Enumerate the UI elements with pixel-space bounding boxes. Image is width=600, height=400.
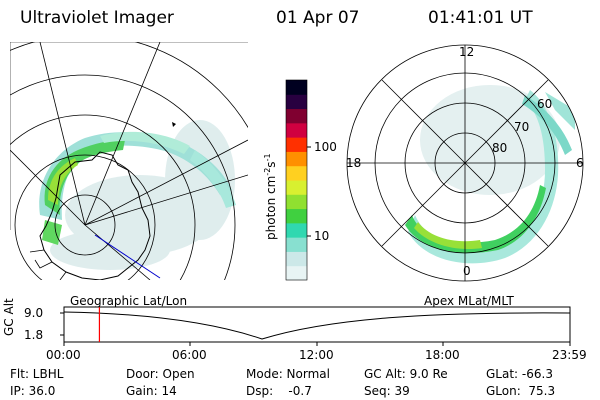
latitude-grid <box>10 42 248 280</box>
timeline-ticks <box>60 312 571 346</box>
mode-value: Mode: Normal <box>246 367 330 381</box>
colorbar-tick-100: 100 <box>314 140 337 154</box>
timeline-tick-2: 12:00 <box>299 348 334 362</box>
glat-value: GLat: -66.3 <box>486 367 553 381</box>
colorbar-band <box>286 151 307 167</box>
colorbar-band <box>286 194 307 210</box>
timeline-y-max: 9.0 <box>24 306 44 320</box>
geographic-image <box>10 42 248 280</box>
timeline-left-label: Geographic Lat/Lon <box>70 294 188 308</box>
gc-alt-value: GC Alt: 9.0 Re <box>364 367 448 381</box>
timeline-tick-0: 00:00 <box>46 348 81 362</box>
auroral-oval-geographic <box>39 131 236 245</box>
polar-label-18: 18 <box>346 156 362 170</box>
timeline-axis-title: GC Alt <box>2 298 16 336</box>
polar-label-12: 12 <box>459 45 475 59</box>
colorbar-band <box>286 165 307 181</box>
colorbar-tick-10: 10 <box>314 229 330 243</box>
coastline <box>39 151 151 280</box>
longitude-grid <box>10 42 248 280</box>
timeline-y-min: 1.8 <box>24 328 44 342</box>
polar-lat-80: 80 <box>492 141 508 155</box>
polar-lat-60: 60 <box>537 97 553 111</box>
colorbar-band <box>286 265 307 281</box>
colorbar-band <box>286 237 307 252</box>
sun-marker <box>172 122 176 127</box>
altitude-curve <box>63 311 571 340</box>
colorbar-band <box>286 108 307 124</box>
glon-value: GLon: 75.3 <box>486 384 556 398</box>
colorbar-band <box>286 80 307 95</box>
colorbar-band <box>286 180 307 195</box>
colorbar-band <box>286 251 307 267</box>
colorbar-band <box>286 122 307 138</box>
timeline-panel <box>60 306 571 346</box>
timeline-tick-1: 06:00 <box>172 348 207 362</box>
polar-label-6: 6 <box>576 156 584 170</box>
colorbar-band <box>286 137 307 152</box>
ip-value: IP: 36.0 <box>10 384 56 398</box>
colorbar-band <box>286 94 307 110</box>
gain-value: Gain: 14 <box>126 384 177 398</box>
instrument-title: Ultraviolet Imager <box>20 8 174 28</box>
timeline-tick-4: 23:59 <box>552 348 587 362</box>
colorbar-band <box>286 222 307 238</box>
polar-plot <box>346 44 584 282</box>
polar-label-0: 0 <box>463 264 471 278</box>
timeline-tick-3: 18:00 <box>425 348 460 362</box>
date-label: 01 Apr 07 <box>276 8 360 28</box>
background-emission <box>50 120 235 270</box>
coastline-detail <box>29 249 67 280</box>
door-value: Door: Open <box>126 367 195 381</box>
polar-lat-70: 70 <box>514 120 530 134</box>
seq-value: Seq: 39 <box>364 384 410 398</box>
colorbar-band <box>286 208 307 224</box>
dsp-value: Dsp: -0.7 <box>246 384 312 398</box>
time-label: 01:41:01 UT <box>428 8 533 28</box>
colorbar-unit-label: photon cm-2s-1 <box>263 153 278 240</box>
colorbar <box>286 80 307 281</box>
terminator-line <box>94 234 161 279</box>
timeline-right-label: Apex MLat/MLT <box>424 294 514 308</box>
filter-value: Flt: LBHL <box>10 367 64 381</box>
